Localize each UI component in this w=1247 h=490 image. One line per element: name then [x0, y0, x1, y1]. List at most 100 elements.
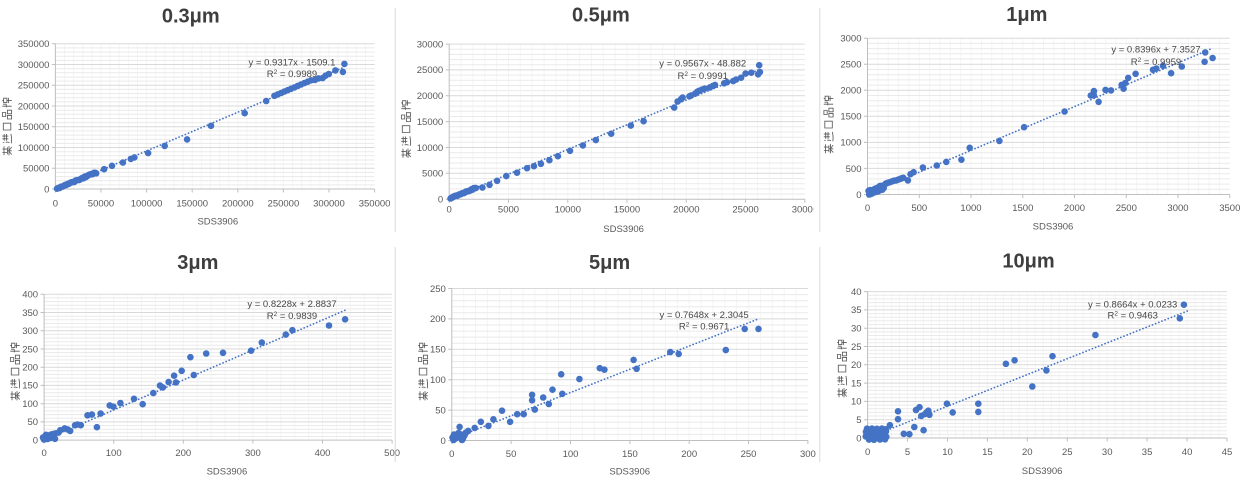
svg-text:20000: 20000	[417, 91, 443, 102]
svg-text:5: 5	[856, 415, 861, 426]
svg-text:0: 0	[856, 190, 861, 201]
svg-text:40: 40	[851, 287, 862, 298]
svg-text:300000: 300000	[313, 198, 345, 209]
svg-text:5: 5	[905, 447, 910, 458]
svg-text:150: 150	[430, 345, 446, 356]
svg-text:350000: 350000	[359, 198, 391, 209]
svg-text:0: 0	[865, 203, 870, 214]
svg-text:200: 200	[175, 448, 191, 459]
svg-text:45: 45	[1222, 447, 1233, 458]
svg-text:300000: 300000	[18, 60, 50, 71]
svg-text:R2 = 0.9991: R2 = 0.9991	[678, 71, 728, 82]
svg-text:y = 0.8396x + 7.3527: y = 0.8396x + 7.3527	[1111, 44, 1200, 55]
svg-text:100000: 100000	[18, 143, 50, 154]
svg-text:SDS3906: SDS3906	[207, 466, 248, 477]
svg-text:150000: 150000	[176, 198, 208, 209]
svg-text:150: 150	[22, 381, 38, 392]
svg-text:100: 100	[563, 449, 579, 460]
svg-text:1000: 1000	[960, 203, 981, 214]
svg-text:500: 500	[384, 448, 400, 459]
svg-text:SDS3906: SDS3906	[1022, 466, 1063, 477]
svg-text:10μm: 10μm	[1002, 251, 1054, 273]
svg-text:0: 0	[856, 433, 861, 444]
svg-text:0: 0	[53, 198, 58, 209]
svg-text:25000: 25000	[417, 65, 443, 76]
svg-text:35: 35	[851, 305, 862, 316]
svg-text:150000: 150000	[18, 122, 50, 133]
svg-text:10000: 10000	[555, 205, 581, 216]
svg-text:0: 0	[44, 184, 49, 195]
svg-text:20: 20	[851, 360, 862, 371]
svg-text:5μm: 5μm	[589, 252, 630, 274]
svg-text:0: 0	[438, 195, 443, 206]
svg-text:3000: 3000	[840, 34, 861, 45]
svg-text:5000: 5000	[498, 205, 519, 216]
svg-text:50: 50	[28, 417, 39, 428]
svg-text:10: 10	[942, 447, 953, 458]
svg-text:200: 200	[430, 314, 446, 325]
svg-text:35: 35	[1142, 447, 1153, 458]
svg-text:30: 30	[851, 324, 862, 335]
svg-text:0: 0	[449, 449, 454, 460]
svg-text:0: 0	[447, 205, 452, 216]
svg-text:10: 10	[851, 397, 862, 408]
svg-text:SDS3906: SDS3906	[197, 216, 238, 227]
svg-text:10000: 10000	[417, 143, 443, 154]
svg-text:1000: 1000	[840, 138, 861, 149]
svg-text:0: 0	[865, 447, 870, 458]
svg-text:SDS3906: SDS3906	[609, 466, 650, 477]
svg-text:200: 200	[681, 449, 697, 460]
svg-text:250: 250	[741, 449, 757, 460]
svg-text:2500: 2500	[840, 60, 861, 71]
svg-text:0: 0	[41, 448, 46, 459]
svg-text:100: 100	[106, 448, 122, 459]
svg-text:15000: 15000	[417, 117, 443, 128]
svg-text:200000: 200000	[222, 198, 254, 209]
svg-text:350000: 350000	[18, 39, 50, 50]
svg-text:R2 = 0.9839: R2 = 0.9839	[267, 311, 317, 322]
svg-text:350: 350	[22, 308, 38, 319]
svg-text:500: 500	[911, 203, 927, 214]
svg-text:15: 15	[851, 378, 862, 389]
svg-text:2500: 2500	[1116, 203, 1137, 214]
svg-text:y = 0.8228x + 2.8837: y = 0.8228x + 2.8837	[247, 299, 336, 310]
svg-text:y = 0.8664x + 0.0233: y = 0.8664x + 0.0233	[1088, 300, 1177, 311]
svg-text:3000: 3000	[1167, 203, 1188, 214]
svg-text:300: 300	[245, 448, 261, 459]
svg-text:150: 150	[622, 449, 638, 460]
svg-text:400: 400	[315, 448, 331, 459]
svg-text:R2 = 0.9463: R2 = 0.9463	[1108, 311, 1158, 322]
svg-text:250: 250	[22, 344, 38, 355]
svg-text:200000: 200000	[18, 101, 50, 112]
svg-text:100000: 100000	[131, 198, 163, 209]
svg-text:0: 0	[33, 435, 38, 446]
svg-text:0.5μm: 0.5μm	[572, 5, 630, 27]
svg-text:100: 100	[22, 399, 38, 410]
svg-text:3500: 3500	[1219, 203, 1240, 214]
svg-text:5000: 5000	[422, 169, 443, 180]
svg-text:30000: 30000	[792, 205, 818, 216]
svg-text:30: 30	[1102, 447, 1113, 458]
svg-text:100: 100	[430, 375, 446, 386]
svg-text:SDS3906: SDS3906	[1033, 221, 1074, 232]
svg-text:50: 50	[506, 449, 517, 460]
svg-text:200: 200	[22, 363, 38, 374]
svg-text:0: 0	[441, 436, 446, 447]
svg-text:R2 = 0.9959: R2 = 0.9959	[1131, 57, 1181, 68]
svg-text:R2 = 0.9671: R2 = 0.9671	[679, 322, 729, 333]
svg-text:250000: 250000	[268, 198, 300, 209]
svg-text:1500: 1500	[1012, 203, 1033, 214]
svg-text:250: 250	[430, 284, 446, 295]
svg-text:30000: 30000	[417, 39, 443, 50]
svg-text:y = 0.9567x - 48.882: y = 0.9567x - 48.882	[659, 59, 746, 70]
svg-text:3μm: 3μm	[177, 252, 218, 274]
svg-text:250000: 250000	[18, 81, 50, 92]
svg-text:0.3μm: 0.3μm	[162, 6, 220, 28]
svg-text:40: 40	[1182, 447, 1193, 458]
svg-text:20: 20	[1022, 447, 1033, 458]
svg-text:15: 15	[982, 447, 993, 458]
svg-text:25: 25	[1062, 447, 1073, 458]
svg-text:R2 = 0.9989: R2 = 0.9989	[267, 69, 317, 80]
svg-text:500: 500	[846, 164, 862, 175]
svg-text:25000: 25000	[732, 205, 758, 216]
